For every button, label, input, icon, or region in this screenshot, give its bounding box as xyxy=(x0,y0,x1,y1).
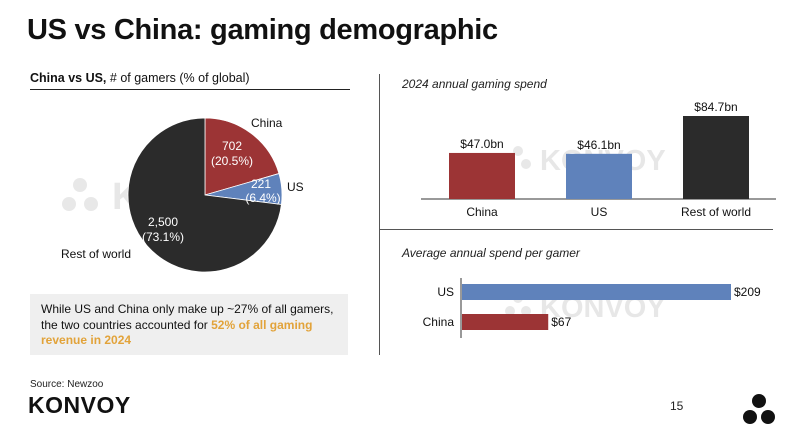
pie-subtitle-bold: China vs US, xyxy=(30,71,107,85)
vertical-divider xyxy=(379,74,380,355)
pie-section-rule xyxy=(30,89,350,90)
avg-value-label-us: $209 xyxy=(734,285,761,299)
avg-category-label-china: China xyxy=(423,315,455,329)
spend-bar-rest-of-world xyxy=(683,116,749,199)
page-number: 15 xyxy=(670,399,684,413)
pie-label-china-value: 702 xyxy=(222,139,242,153)
konvoy-logo-icon xyxy=(743,394,775,424)
spend-category-label-us: US xyxy=(591,205,608,219)
callout-body: While US and China only make up ~27% of … xyxy=(41,302,334,332)
spend-value-label-china: $47.0bn xyxy=(460,137,503,151)
horizontal-divider xyxy=(380,229,773,230)
callout-box: While US and China only make up ~27% of … xyxy=(30,294,348,355)
pie-label-us-pct: (6.4%) xyxy=(245,191,280,205)
avg-bar-us xyxy=(462,284,731,300)
pie-label-row-value: 2,500 xyxy=(148,215,178,229)
avg-category-label-us: US xyxy=(437,285,454,299)
pie-slice-china xyxy=(204,117,280,196)
pie-label-row-pct: (73.1%) xyxy=(142,230,184,244)
page-title: US vs China: gaming demographic xyxy=(27,14,498,46)
pie-label-china-name: China xyxy=(251,116,283,130)
pie-section-subtitle: China vs US, # of gamers (% of global) xyxy=(30,71,250,85)
spend-category-label-rest-of-world: Rest of world xyxy=(681,205,751,219)
pie-label-us-name: US xyxy=(287,180,304,194)
pie-label-china-pct: (20.5%) xyxy=(211,154,253,168)
avg-chart-title: Average annual spend per gamer xyxy=(402,246,580,260)
pie-labels: China 702 (20.5%) US 221 (6.4%) 2,500 (7… xyxy=(61,116,304,261)
pie-subtitle-rest: # of gamers (% of global) xyxy=(106,71,250,85)
spend-value-label-us: $46.1bn xyxy=(577,138,620,152)
pie-slices xyxy=(127,117,283,273)
pie-slice-rest-of-world xyxy=(127,117,282,273)
watermark-logo-icon xyxy=(62,178,98,211)
avg-value-label-china: $67 xyxy=(551,315,571,329)
konvoy-logo: KONVOY xyxy=(28,392,131,418)
callout-text: While US and China only make up ~27% of … xyxy=(41,302,341,349)
source-note: Source: Newzoo xyxy=(30,379,104,390)
pie-label-us-value: 221 xyxy=(251,177,271,191)
avg-bars: US $209 China $67 xyxy=(423,284,761,330)
spend-bar-china xyxy=(449,152,515,199)
callout-highlight: 52% of all gaming revenue in 2024 xyxy=(41,317,313,348)
avg-bar-china xyxy=(462,314,549,330)
spend-bar-us xyxy=(566,153,632,199)
spend-bars: $47.0bn China $46.1bn US $84.7bn Rest of worl… xyxy=(449,100,751,219)
pie-label-row-name: Rest of world xyxy=(61,247,131,261)
spend-value-label-rest-of-world: $84.7bn xyxy=(694,100,737,114)
spend-chart-title: 2024 annual gaming spend xyxy=(402,77,547,91)
spend-category-label-china: China xyxy=(466,205,498,219)
